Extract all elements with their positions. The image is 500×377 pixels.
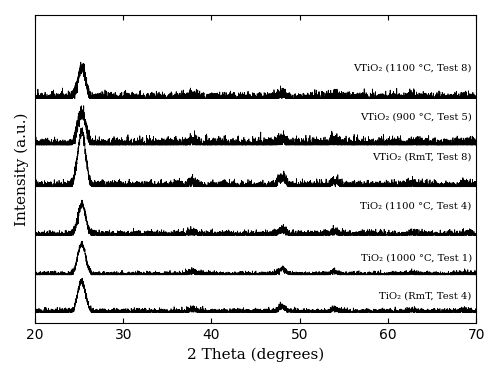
Text: VTiO₂ (RmT, Test 8): VTiO₂ (RmT, Test 8): [372, 152, 472, 161]
Text: TiO₂ (1000 °C, Test 1): TiO₂ (1000 °C, Test 1): [360, 254, 472, 263]
Text: VTiO₂ (1100 °C, Test 8): VTiO₂ (1100 °C, Test 8): [354, 63, 472, 72]
Text: TiO₂ (1100 °C, Test 4): TiO₂ (1100 °C, Test 4): [360, 202, 472, 211]
X-axis label: 2 Theta (degrees): 2 Theta (degrees): [187, 348, 324, 362]
Y-axis label: Intensity (a.u.): Intensity (a.u.): [15, 112, 30, 226]
Text: TiO₂ (RmT, Test 4): TiO₂ (RmT, Test 4): [380, 291, 472, 300]
Text: VTiO₂ (900 °C, Test 5): VTiO₂ (900 °C, Test 5): [360, 113, 472, 122]
